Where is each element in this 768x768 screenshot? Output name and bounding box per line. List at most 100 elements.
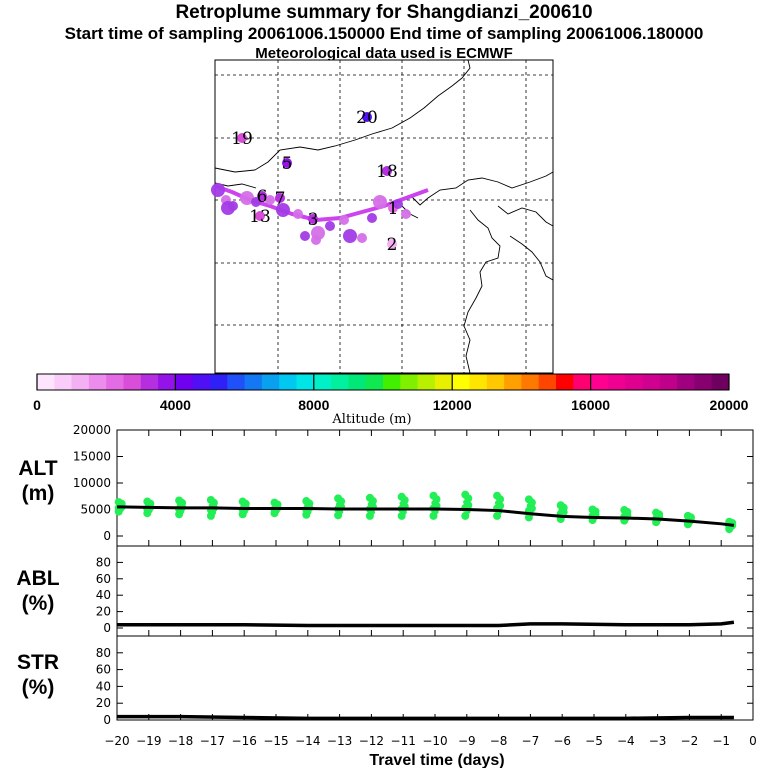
map-point-label: 13 — [249, 207, 271, 227]
colorbar-cell — [625, 374, 643, 390]
colorbar-cell — [642, 374, 661, 390]
map-point-label: 1 — [388, 199, 399, 219]
page-title: Retroplume summary for Shangdianzi_20061… — [175, 2, 593, 23]
colorbar-title: Altitude (m) — [331, 412, 411, 427]
colorbar-cell — [452, 374, 470, 390]
alt-point — [206, 495, 215, 504]
abl-unit: (%) — [22, 592, 55, 615]
map-point-label: 7 — [275, 189, 286, 209]
panels-frame — [116, 429, 754, 721]
alt-unit: (m) — [22, 482, 55, 505]
map-particle — [373, 195, 387, 209]
x-tick-label: −6 — [553, 734, 571, 748]
colorbar-cell — [227, 374, 245, 390]
map-point — [362, 112, 372, 122]
alt-point — [493, 491, 502, 500]
colorbar-cell — [54, 374, 72, 390]
map-particle — [265, 195, 275, 205]
colorbar-cell — [417, 374, 436, 390]
x-tick-label: −20 — [104, 734, 129, 748]
map-points — [211, 112, 411, 249]
map-particle — [240, 191, 254, 205]
map-particle — [339, 215, 349, 225]
map-point — [282, 158, 292, 168]
alt-point — [114, 498, 123, 507]
y-tick-label: 20 — [96, 605, 111, 619]
colorbar-cell — [331, 374, 349, 390]
map-point-label: 5 — [282, 154, 293, 174]
x-tick-label: −11 — [391, 734, 416, 748]
colorbar-cell — [37, 374, 55, 390]
map-particle — [343, 229, 357, 243]
colorbar-cell — [88, 374, 107, 390]
alt-point — [397, 492, 406, 501]
x-tick-label: −2 — [681, 734, 699, 748]
colorbar-cell — [106, 374, 124, 390]
time-series-panels: 0 5000 10000 15000 20000 0 20 40 60 80 0 20 40 60 80 A… — [16, 423, 756, 768]
colorbar-cell — [469, 374, 488, 390]
map-particle — [367, 213, 377, 223]
colorbar-cell — [590, 374, 609, 390]
x-tick-label: −15 — [263, 734, 288, 748]
alt-point — [620, 506, 629, 515]
altitude-colorbar: 0 4000 8000 12000 16000 20000 Altitude (m) — [33, 373, 749, 427]
map-point-label: 6 — [257, 187, 268, 207]
colorbar-cell — [365, 374, 384, 390]
map-particle — [221, 201, 235, 215]
x-tick-label: −9 — [458, 734, 476, 748]
y-tick-label: 20000 — [73, 423, 111, 437]
colorbar-cell — [504, 374, 522, 390]
map-point-label: 3 — [308, 210, 319, 230]
alt-point — [302, 497, 311, 506]
x-tick-label: −4 — [617, 734, 635, 748]
map-particle — [293, 209, 303, 219]
colorbar-cell — [607, 374, 626, 390]
x-tick-label: −5 — [585, 734, 603, 748]
alt-point — [652, 508, 661, 517]
colorbar-cell — [71, 374, 90, 390]
colorbar-cell — [296, 374, 315, 390]
y-tick-label: 5000 — [80, 503, 111, 517]
x-tick-label: −3 — [649, 734, 667, 748]
str-line — [117, 714, 734, 721]
map-point-label: 18 — [376, 162, 398, 182]
colorbar-cell — [210, 374, 228, 390]
y-tick-label: 0 — [103, 713, 111, 727]
map-point — [275, 193, 285, 203]
map-particle — [311, 235, 321, 245]
colorbar-cell — [556, 374, 574, 390]
alt-point — [365, 493, 374, 502]
alt-point — [143, 497, 152, 506]
colorbar-cell — [383, 374, 401, 390]
alt-mean-line — [116, 505, 735, 527]
x-tick-label: −13 — [327, 734, 352, 748]
map-particle — [211, 183, 225, 197]
alt-point — [429, 491, 438, 500]
x-tick-label: −1 — [712, 734, 730, 748]
map-point — [255, 211, 265, 221]
colorbar-cell — [313, 374, 332, 390]
x-tick-label: −16 — [232, 734, 257, 748]
y-tick-label: 20 — [96, 696, 111, 710]
abl-label: ABL — [16, 567, 59, 590]
colorbar-cell — [175, 374, 194, 390]
colorbar-tick-label: 0 — [33, 397, 41, 413]
map-point — [387, 239, 397, 249]
alt-point — [334, 494, 343, 503]
map-particle — [357, 233, 367, 243]
y-tick-label: 0 — [103, 529, 111, 543]
y-tick-label: 10000 — [73, 476, 111, 490]
x-tick-label: −8 — [490, 734, 508, 748]
alt-point — [556, 501, 565, 510]
colorbar-cell — [140, 374, 159, 390]
colorbar-cell — [261, 374, 280, 390]
x-tick-label: −18 — [168, 734, 193, 748]
colorbar-cell — [158, 374, 176, 390]
colorbar-cell — [711, 374, 730, 390]
map-particle — [401, 209, 411, 219]
map-particle — [276, 203, 290, 217]
y-tick-label: 80 — [96, 555, 111, 569]
colorbar-cell — [400, 374, 418, 390]
colorbar-tick-label: 12000 — [433, 397, 472, 413]
